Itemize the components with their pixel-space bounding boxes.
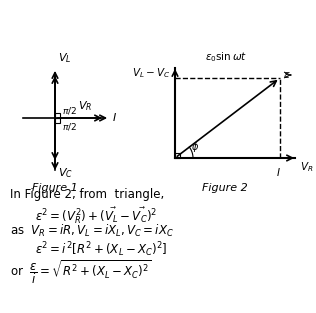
Text: $I$: $I$	[276, 166, 280, 178]
Text: $\varepsilon$: $\varepsilon$	[283, 70, 291, 80]
Text: $\varepsilon_0 \sin \omega t$: $\varepsilon_0 \sin \omega t$	[205, 50, 247, 64]
Text: $V_C$: $V_C$	[58, 166, 73, 180]
Text: $\phi$: $\phi$	[191, 140, 199, 154]
Text: as  $V_R = iR, V_L = iX_L, V_C = iX_C$: as $V_R = iR, V_L = iX_L, V_C = iX_C$	[10, 223, 174, 239]
Text: $V_R$: $V_R$	[78, 99, 92, 113]
Text: $V_R$: $V_R$	[300, 160, 313, 174]
Text: $\pi/2$: $\pi/2$	[62, 105, 77, 115]
Text: Figure 2: Figure 2	[202, 183, 248, 193]
Text: Figure 1: Figure 1	[32, 183, 78, 193]
Text: $\varepsilon^2 = (V_R^2) + (\vec{V_L} - \vec{V_C})^2$: $\varepsilon^2 = (V_R^2) + (\vec{V_L} - …	[35, 205, 157, 225]
Text: $\pi/2$: $\pi/2$	[62, 121, 77, 131]
Text: $I$: $I$	[112, 111, 117, 123]
Text: $\varepsilon^2 = i^2[R^2 + (X_L - X_C)^2]$: $\varepsilon^2 = i^2[R^2 + (X_L - X_C)^2…	[35, 240, 167, 259]
Text: or  $\dfrac{\varepsilon}{i} = \sqrt{R^2 + (X_L - X_C)^2}$: or $\dfrac{\varepsilon}{i} = \sqrt{R^2 +…	[10, 258, 151, 286]
Text: $V_L$: $V_L$	[58, 51, 71, 65]
Text: $V_L - V_C$: $V_L - V_C$	[132, 66, 170, 80]
Text: In Figure 2, from  triangle,: In Figure 2, from triangle,	[10, 188, 164, 201]
